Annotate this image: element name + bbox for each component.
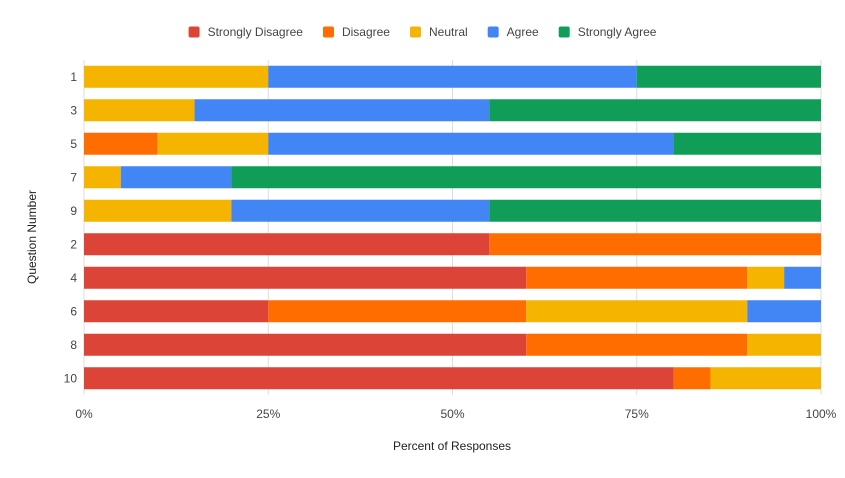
bar-segment	[84, 367, 674, 390]
bars	[84, 65, 821, 390]
bar-segment	[268, 65, 637, 88]
legend-swatch	[558, 26, 570, 38]
legend-swatch	[188, 26, 200, 38]
bar-segment	[526, 300, 748, 323]
y-tick-label: 5	[70, 137, 77, 151]
y-tick-label: 2	[70, 237, 77, 251]
bar-segment	[747, 266, 785, 289]
legend-swatch	[487, 26, 499, 38]
bar-segment	[636, 65, 821, 88]
bar-segment	[710, 367, 821, 390]
x-tick-label: 100%	[806, 407, 837, 421]
bar-segment	[157, 132, 269, 155]
bar-segment	[194, 99, 490, 122]
bar-segment	[84, 199, 232, 222]
legend-swatch	[322, 26, 334, 38]
bar-segment	[489, 233, 821, 256]
bar-segment	[84, 99, 195, 122]
bar-segment	[84, 132, 158, 155]
legend-label: Agree	[507, 25, 539, 39]
bar-segment	[231, 166, 821, 189]
bar-segment	[747, 333, 821, 356]
legend-swatch	[409, 26, 421, 38]
x-tick-label: 75%	[625, 407, 649, 421]
legend-label: Strongly Agree	[578, 25, 657, 39]
legend-label: Disagree	[342, 25, 390, 39]
bar-segment	[84, 166, 121, 189]
legend-label: Neutral	[429, 25, 468, 39]
bar-segment	[489, 99, 821, 122]
bar-segment	[784, 266, 821, 289]
legend-label: Strongly Disagree	[208, 25, 304, 39]
x-axis-title: Percent of Responses	[393, 439, 511, 453]
x-tick-label: 50%	[440, 407, 464, 421]
bar-segment	[747, 300, 821, 323]
y-axis-title: Question Number	[25, 190, 39, 284]
bar-segment	[84, 65, 269, 88]
bar-segment	[120, 166, 232, 189]
bar-segment	[84, 300, 269, 323]
bar-segment	[84, 266, 527, 289]
bar-segment	[526, 266, 748, 289]
bar-segment	[673, 132, 821, 155]
y-axis-ticks: 1 3 5 7 9 2 4 6 8 10	[64, 70, 78, 386]
bar-segment	[268, 132, 674, 155]
y-tick-label: 8	[70, 338, 77, 352]
y-tick-label: 9	[70, 204, 77, 218]
legend-item: Agree	[487, 25, 539, 39]
y-tick-label: 7	[70, 170, 77, 184]
legend-item: Neutral	[409, 25, 468, 39]
bar-segment	[489, 199, 821, 222]
legend-item: Strongly Agree	[558, 25, 657, 39]
y-tick-label: 6	[70, 304, 77, 318]
y-tick-label: 10	[64, 371, 78, 385]
bar-segment	[268, 300, 527, 323]
legend-item: Strongly Disagree	[188, 25, 304, 39]
y-tick-label: 3	[70, 103, 77, 117]
y-tick-label: 4	[70, 271, 77, 285]
bar-segment	[526, 333, 748, 356]
bar-segment	[84, 333, 527, 356]
y-tick-label: 1	[70, 70, 77, 84]
x-tick-label: 0%	[75, 407, 93, 421]
bar-segment	[673, 367, 711, 390]
legend: Strongly Disagree Disagree Neutral Agree Str…	[188, 25, 657, 39]
legend-item: Disagree	[322, 25, 390, 39]
bar-segment	[231, 199, 490, 222]
bar-segment	[84, 233, 490, 256]
x-axis-ticks: 0% 25% 50% 75% 100%	[75, 407, 836, 421]
x-tick-label: 25%	[256, 407, 280, 421]
